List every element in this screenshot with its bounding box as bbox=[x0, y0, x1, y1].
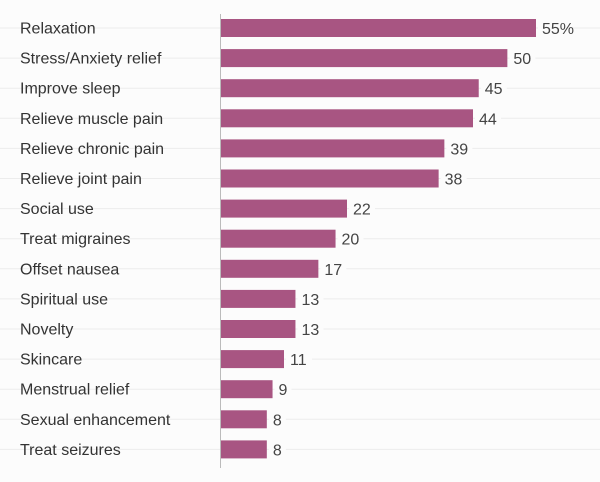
value-label-bg bbox=[509, 49, 536, 68]
category-label: Improve sleep bbox=[20, 81, 121, 98]
bar bbox=[221, 199, 347, 218]
value-label-bg bbox=[274, 380, 292, 399]
value-label-bg bbox=[297, 320, 324, 338]
value-label: 13 bbox=[301, 322, 319, 339]
bar bbox=[221, 229, 336, 248]
category-label: Menstrual relief bbox=[20, 382, 130, 399]
value-label-bg bbox=[475, 109, 501, 128]
value-label-bg bbox=[286, 350, 312, 369]
value-label: 9 bbox=[279, 382, 288, 399]
bar bbox=[221, 350, 284, 369]
value-label: 45 bbox=[485, 81, 503, 98]
category-label: Social use bbox=[20, 201, 94, 218]
bar bbox=[221, 139, 445, 158]
bar bbox=[221, 440, 267, 459]
bar bbox=[221, 289, 296, 308]
value-label: 17 bbox=[324, 262, 342, 279]
value-label-bg bbox=[337, 229, 364, 248]
bar bbox=[221, 169, 439, 188]
bar bbox=[221, 49, 508, 68]
bar bbox=[221, 380, 273, 399]
category-label: Relieve chronic pain bbox=[20, 141, 164, 158]
bar bbox=[221, 19, 536, 37]
value-label: 55% bbox=[542, 21, 574, 38]
value-label: 44 bbox=[479, 111, 497, 128]
bar bbox=[221, 79, 479, 98]
value-label-bg bbox=[320, 259, 347, 278]
value-label: 22 bbox=[353, 202, 371, 219]
value-label: 50 bbox=[513, 51, 531, 68]
category-label: Skincare bbox=[20, 352, 82, 369]
category-label: Treat seizures bbox=[20, 442, 121, 459]
value-label-bg bbox=[538, 19, 573, 37]
bar bbox=[221, 410, 267, 429]
bar bbox=[221, 109, 473, 128]
value-label: 8 bbox=[273, 412, 282, 429]
category-label: Sexual enhancement bbox=[20, 412, 171, 429]
value-label-bg bbox=[446, 139, 473, 158]
category-label: Relieve muscle pain bbox=[20, 111, 163, 128]
value-label-bg bbox=[268, 410, 286, 429]
value-label: 11 bbox=[290, 352, 307, 369]
value-label: 38 bbox=[445, 172, 463, 189]
category-label: Offset nausea bbox=[20, 261, 119, 278]
bar bbox=[221, 259, 319, 278]
value-label: 8 bbox=[273, 442, 282, 459]
value-label-bg bbox=[268, 440, 286, 459]
category-label: Novelty bbox=[20, 322, 73, 339]
category-label: Treat migraines bbox=[20, 231, 131, 248]
value-label: 39 bbox=[450, 141, 468, 158]
bar bbox=[221, 320, 296, 338]
category-label: Spiritual use bbox=[20, 291, 108, 308]
category-label: Relieve joint pain bbox=[20, 171, 142, 188]
category-label: Stress/Anxiety relief bbox=[20, 51, 162, 68]
value-label-bg bbox=[349, 199, 375, 218]
category-label: Relaxation bbox=[20, 21, 96, 38]
value-label-bg bbox=[297, 289, 324, 308]
value-label: 13 bbox=[301, 292, 319, 309]
value-label: 20 bbox=[342, 232, 360, 249]
value-label-bg bbox=[440, 169, 467, 188]
value-label-bg bbox=[480, 79, 507, 98]
